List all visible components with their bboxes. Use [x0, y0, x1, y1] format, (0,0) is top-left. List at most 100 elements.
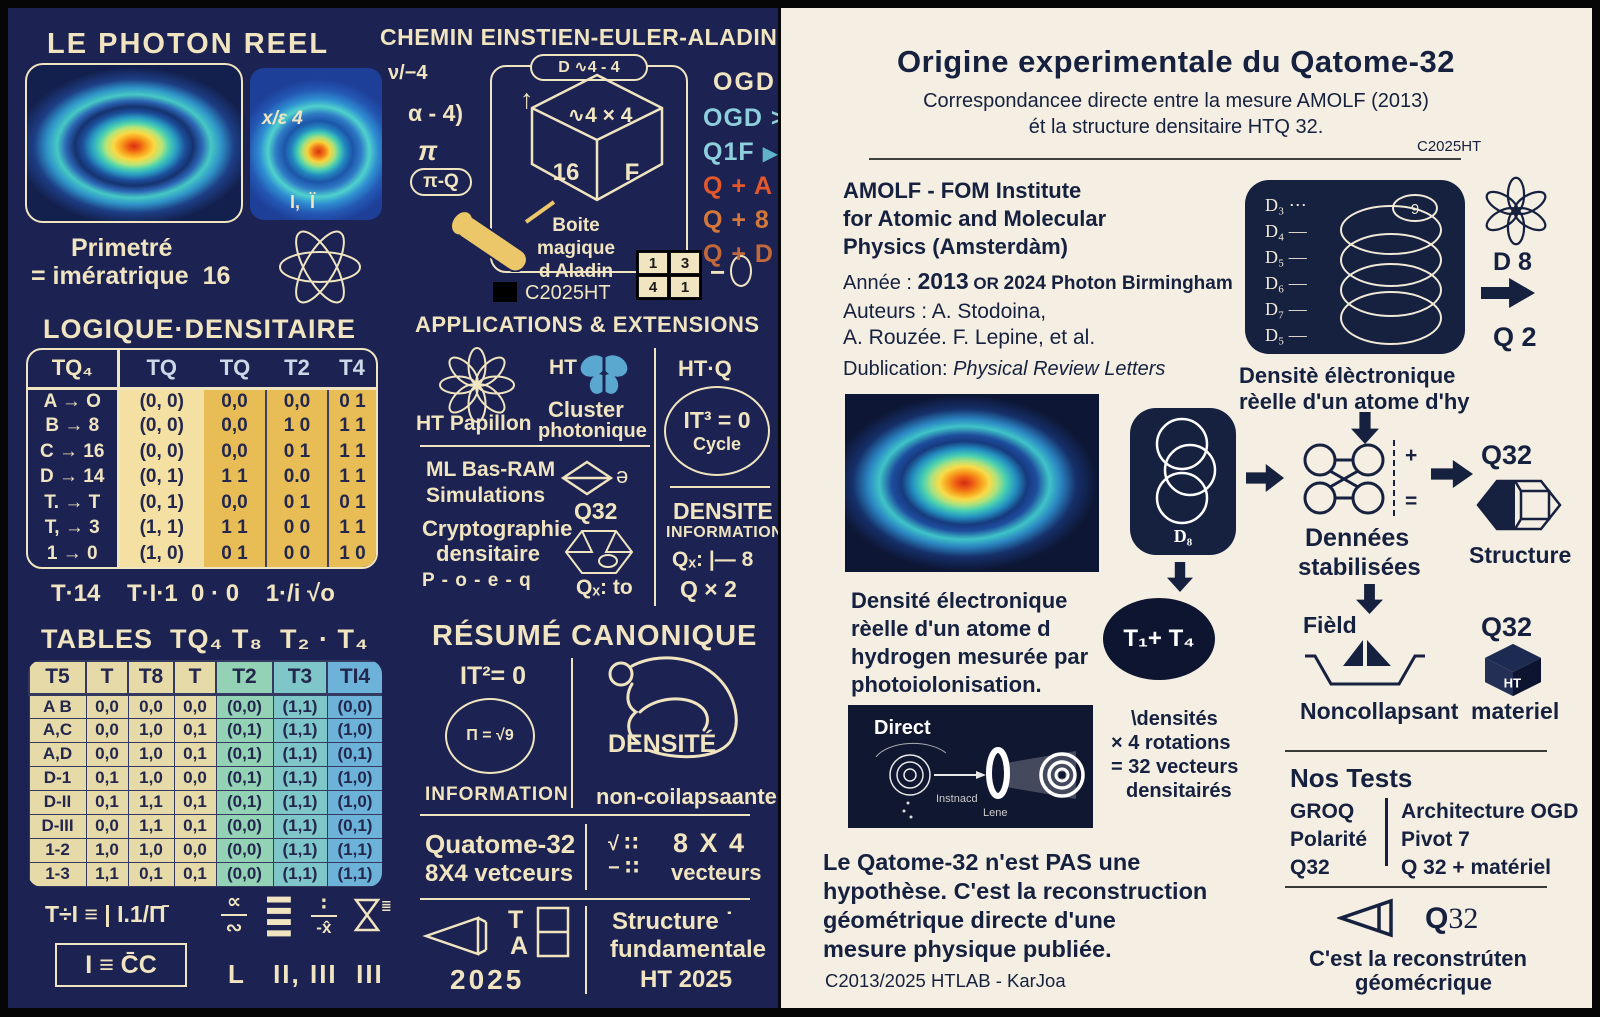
minus-sign: −	[710, 257, 726, 287]
right-panel: Origine experimentale du Qatome-32 Corre…	[778, 8, 1592, 1008]
coil-nine: 9	[1411, 201, 1419, 218]
cube-right-label: F	[625, 159, 640, 186]
logique-footer-formula: T·14 T·I·1 0 · 0 1·/i √o	[51, 580, 335, 607]
pi-q-badge: π-Q	[410, 168, 472, 196]
table-cell: (1,1)	[272, 837, 328, 863]
cluster-label-1: Cluster	[548, 397, 624, 422]
table-cell: (1,1)	[272, 693, 328, 719]
plus-sign: +	[1405, 444, 1418, 467]
magic-square-grid: 1 3 4 1	[636, 250, 702, 300]
table-cell: T, → 3	[28, 515, 120, 541]
annee-line: Année : 2013 OR 2024 Photon Birmingham	[843, 268, 1233, 294]
cube-ht-glyph: HT	[1504, 676, 1521, 691]
chemin-math-3: π	[418, 136, 438, 166]
d8-label: D 8	[1493, 248, 1532, 276]
table-cell: (1,1)	[272, 741, 328, 767]
tables-table-wrap: T5 T T8 T T2 T3 TI4 A B 0,0 0,0 0,0 (0,0) (1,1) (0,0)…	[28, 660, 382, 887]
lens-label: Lene	[983, 807, 1008, 819]
formula-1: T÷I ≡ | I.1/Π̄	[45, 901, 166, 927]
table-cell: 1,0	[127, 765, 175, 791]
tests-left-2: Q32	[1290, 856, 1330, 879]
poeq-formula: P - o - e - q	[422, 570, 532, 591]
table-cell: D-III	[28, 813, 87, 839]
table-cell: 0 1	[265, 490, 328, 516]
table-cell: 0,0	[85, 717, 129, 743]
table-cell: 1 1	[327, 439, 376, 465]
roman-numerals: L II, III III	[228, 959, 384, 989]
down-arrow-icon-2	[1167, 562, 1193, 592]
column-header: TI4	[326, 660, 382, 696]
chemin-copyright: C2025HT	[525, 282, 611, 304]
sqrt-dots-symbol: √ ∷ − ∷	[608, 833, 640, 879]
q32-triangle-icon	[1337, 898, 1393, 938]
tables-table: T5 T T8 T T2 T3 TI4 A B 0,0 0,0 0,0 (0,0) (1,1) (0,0)…	[28, 660, 382, 887]
table-cell: (0,0)	[215, 693, 274, 719]
ogd-heading: OGD	[713, 68, 776, 96]
materiel-label: materiel	[1471, 698, 1560, 724]
photon-title: LE PHOTON REEL	[47, 28, 330, 60]
table-cell: (1,0)	[326, 765, 382, 791]
densite-heading-2: INFORMATION	[666, 524, 778, 541]
table-cell: 1 1	[204, 464, 266, 490]
tables-title: TABLES TQ₄ T₈ T₂ · T₄	[41, 624, 369, 654]
table-cell: 1,0	[127, 717, 175, 743]
structure-label-1: Structure ˙	[612, 908, 734, 935]
q32-structure-label: Q32	[1481, 440, 1533, 470]
ht-flower-icon	[439, 347, 515, 423]
table-cell: 0,0	[127, 693, 175, 719]
v84-label: 8 X 4	[673, 828, 747, 858]
coil-labels: D₃ ⋯ D₄ — D₅ — D₆ — D₇ — D₅ —	[1265, 195, 1307, 345]
hydrogen-density-image	[845, 394, 1099, 572]
cycle-circle: IT³ = 0 Cycle	[664, 386, 770, 476]
table-cell: 0,0	[173, 693, 217, 719]
t-letter: T	[508, 906, 524, 934]
dennees-label-2: stabilisées	[1298, 554, 1421, 581]
table-cell: (1,0)	[326, 789, 382, 815]
table-cell: 1 1	[327, 464, 376, 490]
qx8-formula: Qₓ: |— 8	[672, 548, 754, 571]
column-header: TQ	[204, 350, 266, 390]
column-header: T4	[328, 350, 376, 390]
column-header: T	[173, 660, 217, 696]
table-cell: 1-3	[28, 861, 87, 887]
q32-bottom-label: Q32	[1425, 902, 1479, 935]
statement-line-4: mesure physique publiée.	[823, 936, 1112, 962]
cluster-label-2: photonique	[538, 420, 647, 442]
symbol-row: ∝ ∾ ≣ ∶ -x̂ ≣	[221, 887, 392, 944]
inset-annotation: x/ɛ 4	[262, 108, 303, 129]
fraction-symbol-2: ∶ -x̂	[310, 895, 337, 936]
dennees-label-1: Dennées	[1305, 524, 1410, 552]
chemin-math-1: ν/−4	[388, 62, 428, 84]
cube-diagram: ∿4 × 4 16 F	[530, 73, 664, 202]
ogd-item-2: Q + A ◆	[703, 172, 778, 200]
column-header: TQ₄	[28, 350, 120, 390]
stabilized-circles-icon	[1303, 443, 1385, 515]
subtitle-2: ét la structure densitaire HTQ 32.	[1028, 116, 1324, 138]
crypto-label-2: densitaire	[436, 541, 540, 566]
q32-materiel-label: Q32	[1481, 612, 1533, 642]
statement-line-3: géométrique directe d'une	[823, 907, 1116, 933]
table-cell: (0,0)	[215, 837, 274, 863]
bowtie-symbol: ≣	[353, 898, 392, 932]
auteurs-line-1: Auteurs : A. Stodoina,	[843, 300, 1047, 323]
ogd-item-4: Q + D ▲	[703, 240, 778, 268]
left-panel: LE PHOTON REEL x/ɛ 4 Ι, Ϊ Primetré = imé…	[8, 8, 778, 1008]
table-cell: A → O	[28, 388, 120, 414]
column-header: T2	[215, 660, 274, 696]
table-cell: 0,0	[204, 490, 266, 516]
coil-caption-2: rèelle d'un atome d'hy	[1239, 389, 1470, 414]
table-cell: 1,1	[127, 789, 175, 815]
ogd-item-0: OGD >	[703, 104, 778, 132]
direct-label: Direct	[874, 717, 931, 739]
table-cell: 0,0	[265, 388, 328, 414]
table-cell: (0, 0)	[118, 413, 204, 439]
table-cell: (0, 1)	[118, 464, 204, 490]
header-row: T5 T T8 T T2 T3 TI4	[28, 660, 382, 696]
densites-line-3: = 32 vecteurs	[1111, 756, 1239, 778]
instrument-label: Instnacd	[936, 793, 978, 805]
quatome-label-2: 8X4 vetceurs	[425, 860, 574, 887]
column-header: T2	[266, 350, 328, 390]
amolf-line-2: for Atomic and Molecular	[843, 206, 1107, 231]
